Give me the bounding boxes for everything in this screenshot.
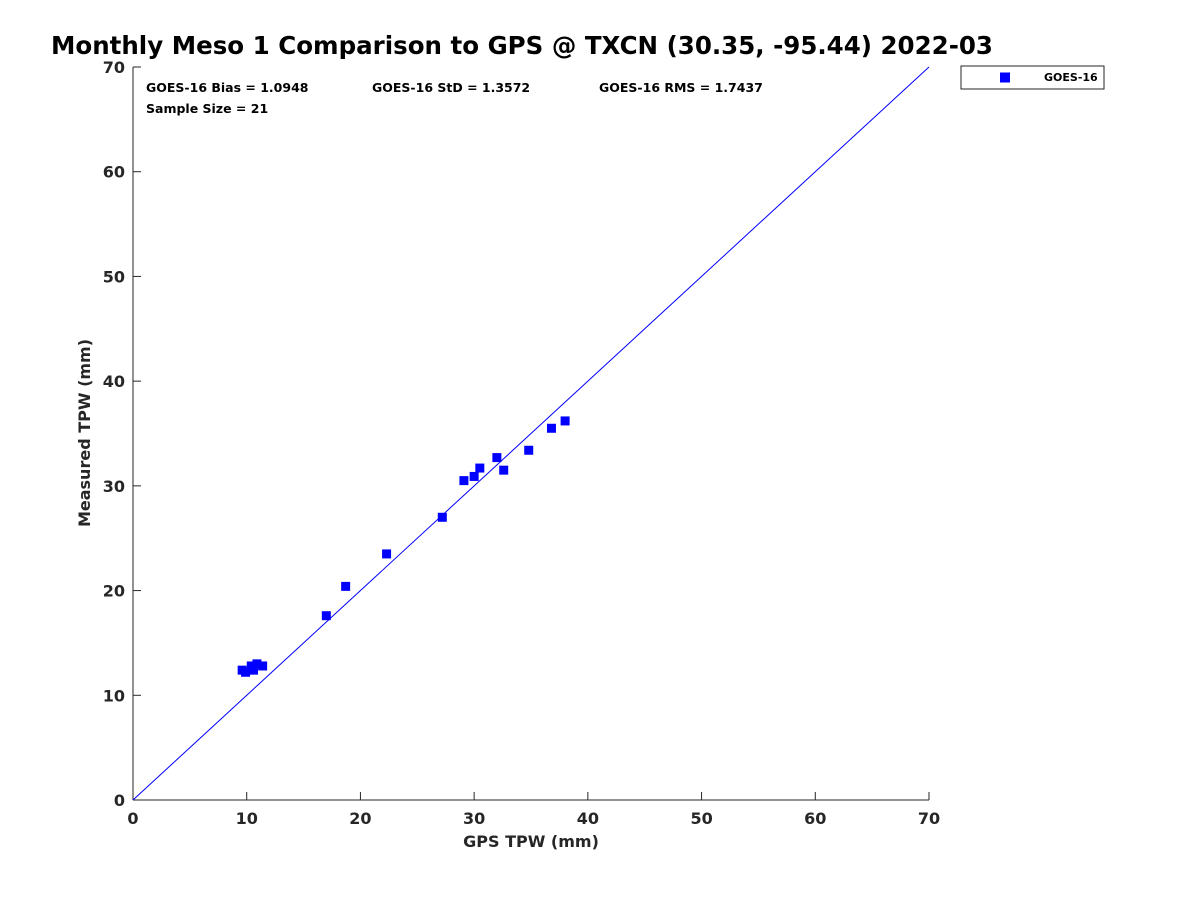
scatter-point bbox=[560, 416, 570, 426]
y-tick-label: 70 bbox=[103, 58, 125, 77]
one-to-one-line bbox=[132, 66, 930, 801]
x-tick-label: 10 bbox=[236, 809, 258, 828]
x-tick-label: 20 bbox=[349, 809, 371, 828]
y-tick-label: 10 bbox=[103, 686, 125, 705]
plot-area: 0 10 20 30 40 50 60 70 0 10 20 30 40 50 60 70 bbox=[103, 58, 940, 828]
x-tick-label: 50 bbox=[690, 809, 712, 828]
stat-std: GOES-16 StD = 1.3572 bbox=[372, 80, 530, 95]
scatter-point bbox=[321, 611, 331, 621]
x-tick-label: 60 bbox=[804, 809, 826, 828]
scatter-point bbox=[249, 665, 259, 675]
y-tick-label: 20 bbox=[103, 582, 125, 601]
legend-marker-goes16 bbox=[1000, 72, 1010, 83]
scatter-point bbox=[341, 581, 351, 591]
scatter-point bbox=[524, 445, 534, 455]
stat-bias: GOES-16 Bias = 1.0948 bbox=[146, 80, 308, 95]
x-axis-label: GPS TPW (mm) bbox=[463, 832, 599, 851]
scatter-point bbox=[546, 423, 556, 433]
stat-sample-size: Sample Size = 21 bbox=[146, 101, 268, 116]
scatter-point bbox=[252, 659, 262, 669]
x-tick-label: 30 bbox=[463, 809, 485, 828]
y-tick-label: 50 bbox=[103, 267, 125, 286]
legend: GOES-16 bbox=[960, 65, 1105, 90]
scatter-point bbox=[459, 476, 469, 486]
legend-box bbox=[960, 65, 1105, 90]
scatter-point bbox=[382, 549, 392, 559]
y-tick-label: 40 bbox=[103, 372, 125, 391]
y-axis-label: Measured TPW (mm) bbox=[75, 339, 94, 527]
chart-title: Monthly Meso 1 Comparison to GPS @ TXCN … bbox=[51, 31, 993, 60]
x-tick-label: 40 bbox=[577, 809, 599, 828]
scatter-point bbox=[492, 453, 502, 463]
x-tick-label: 0 bbox=[127, 809, 138, 828]
y-tick-label: 60 bbox=[103, 163, 125, 182]
x-tick-label: 70 bbox=[918, 809, 940, 828]
scatter-point bbox=[437, 512, 447, 522]
scatter-point bbox=[241, 667, 251, 677]
stat-rms: GOES-16 RMS = 1.7437 bbox=[599, 80, 763, 95]
y-tick-label: 30 bbox=[103, 477, 125, 496]
scatter-point bbox=[475, 463, 485, 473]
legend-label-goes16: GOES-16 bbox=[1044, 71, 1098, 84]
scatter-point bbox=[258, 661, 268, 671]
scatter-point bbox=[499, 465, 509, 475]
scatter-point bbox=[469, 471, 479, 481]
y-tick-label: 0 bbox=[114, 791, 125, 810]
